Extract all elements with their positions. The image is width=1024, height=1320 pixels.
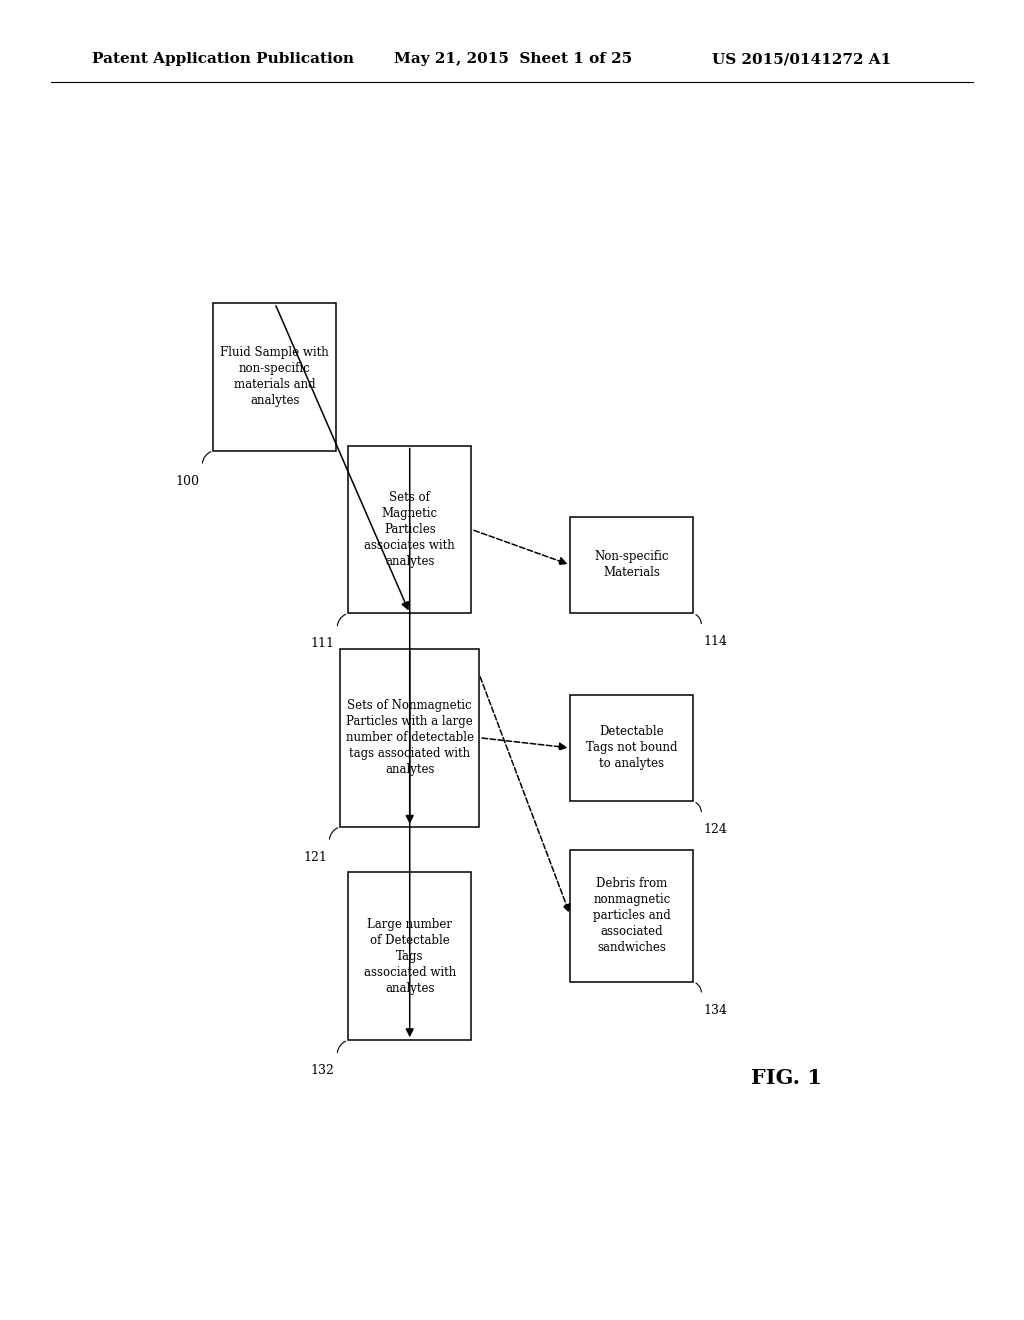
Text: FIG. 1: FIG. 1 [752, 1068, 822, 1088]
Text: 124: 124 [703, 824, 728, 837]
FancyBboxPatch shape [213, 304, 336, 450]
Text: Fluid Sample with
non-specific
materials and
analytes: Fluid Sample with non-specific materials… [220, 346, 329, 408]
FancyBboxPatch shape [570, 694, 693, 801]
FancyBboxPatch shape [348, 873, 471, 1040]
Text: 132: 132 [311, 1064, 335, 1077]
Text: US 2015/0141272 A1: US 2015/0141272 A1 [712, 53, 891, 66]
Text: 134: 134 [703, 1003, 728, 1016]
Text: May 21, 2015  Sheet 1 of 25: May 21, 2015 Sheet 1 of 25 [394, 53, 633, 66]
Text: Sets of
Magnetic
Particles
associates with
analytes: Sets of Magnetic Particles associates wi… [365, 491, 455, 568]
FancyBboxPatch shape [348, 446, 471, 614]
FancyBboxPatch shape [340, 649, 479, 826]
Text: 114: 114 [703, 635, 728, 648]
FancyBboxPatch shape [570, 516, 693, 614]
Text: 100: 100 [176, 475, 200, 487]
Text: Debris from
nonmagnetic
particles and
associated
sandwiches: Debris from nonmagnetic particles and as… [593, 876, 671, 954]
Text: 121: 121 [303, 850, 327, 863]
Text: Detectable
Tags not bound
to analytes: Detectable Tags not bound to analytes [586, 726, 678, 771]
Text: Non-specific
Materials: Non-specific Materials [595, 550, 670, 579]
Text: Large number
of Detectable
Tags
associated with
analytes: Large number of Detectable Tags associat… [364, 917, 456, 995]
Text: Patent Application Publication: Patent Application Publication [92, 53, 354, 66]
FancyBboxPatch shape [570, 850, 693, 982]
Text: 111: 111 [311, 638, 335, 651]
Text: Sets of Nonmagnetic
Particles with a large
number of detectable
tags associated : Sets of Nonmagnetic Particles with a lar… [346, 700, 474, 776]
